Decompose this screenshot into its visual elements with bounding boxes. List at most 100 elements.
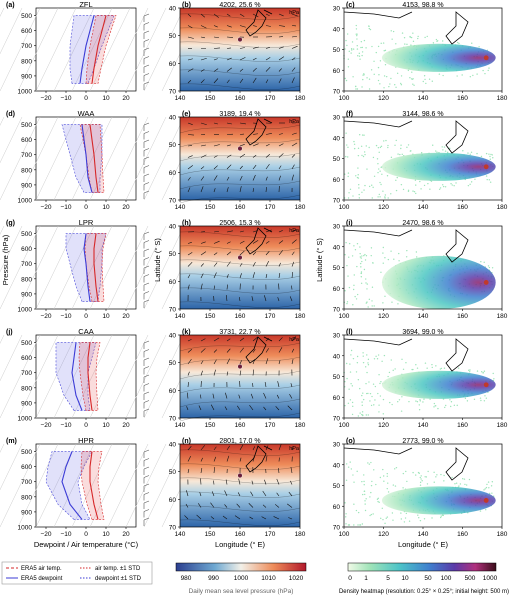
trajectory-point (363, 254, 365, 257)
wind-arrow (226, 67, 232, 72)
trajectory-point (492, 157, 494, 159)
coastline (343, 338, 413, 346)
trajectory-point (350, 52, 352, 54)
trajectory-point (409, 150, 412, 152)
trajectory-point (435, 38, 438, 41)
wind-arrow (226, 25, 232, 28)
coastline (263, 336, 273, 342)
y-tick-label: 30 (333, 442, 341, 449)
wind-arrow (265, 133, 272, 135)
trajectory-point (347, 175, 349, 178)
wind-arrow (186, 490, 189, 497)
trajectory-point (394, 84, 396, 86)
trajectory-point (356, 176, 359, 179)
x-tick-label: 120 (378, 422, 389, 429)
trajectory-point (362, 78, 364, 81)
wind-arrow (276, 394, 280, 399)
trajectory-point (394, 468, 396, 470)
trajectory-point (491, 481, 494, 483)
wind-arrow (277, 297, 280, 302)
trajectory-point (350, 354, 352, 356)
trajectory-point (356, 293, 359, 296)
wind-barb (143, 122, 150, 126)
trajectory-point (371, 197, 373, 199)
trajectory-point (424, 78, 426, 81)
panel-letter: (k) (182, 329, 191, 336)
panel-title: 4202, 25.6 % (219, 2, 260, 9)
wind-arrow (252, 25, 257, 27)
trajectory-point (357, 524, 359, 526)
isobar (179, 477, 301, 484)
wind-arrow (291, 154, 296, 158)
x-tick-label: 10 (102, 204, 110, 211)
wind-barb (143, 509, 150, 512)
trajectory-point (373, 469, 375, 471)
wind-arrow (210, 516, 215, 520)
trajectory-point (416, 367, 419, 369)
trajectory-point (358, 133, 361, 136)
trajectory-point (394, 144, 396, 146)
x-tick-label: 10 (102, 422, 110, 429)
wind-arrow (275, 406, 280, 411)
wind-arrow (252, 164, 257, 170)
wind-arrow (213, 230, 219, 233)
trajectory-point (359, 58, 361, 60)
wind-arrow (265, 57, 271, 61)
trajectory-point (455, 482, 458, 484)
trajectory-point (384, 194, 387, 196)
wind-arrow (291, 239, 297, 244)
wind-arrow (263, 406, 267, 411)
y-tick-label: 1000 (18, 307, 33, 314)
trajectory-point (488, 153, 490, 155)
trajectory-point (377, 79, 380, 82)
trajectory-point (373, 358, 376, 360)
trajectory-point (346, 44, 348, 47)
trajectory-point (363, 73, 365, 75)
wind-arrow (239, 457, 242, 462)
trajectory-point (487, 265, 490, 267)
trajectory-point (391, 38, 393, 40)
trajectory-point (358, 52, 361, 55)
wind-barb (143, 190, 150, 194)
wind-arrow (226, 338, 231, 342)
trajectory-point (363, 189, 365, 191)
wind-barb (143, 248, 150, 252)
trajectory-point (488, 266, 491, 269)
x-tick-label: 100 (339, 95, 350, 102)
wind-arrow (187, 252, 193, 256)
trajectory-point (449, 147, 451, 150)
panel-letter: (c) (346, 2, 355, 9)
y-tick-label: 1000 (18, 416, 33, 423)
wind-arrow (251, 480, 254, 485)
trajectory-point (386, 516, 389, 518)
trajectory-point (357, 379, 360, 381)
wind-arrow (264, 382, 267, 388)
x-tick-label: 0 (84, 422, 88, 429)
trajectory-point (360, 272, 363, 275)
density-plume (381, 486, 496, 515)
y-tick-label: 800 (21, 276, 32, 283)
wind-arrow (252, 349, 256, 353)
std-band (85, 15, 117, 84)
wind-barb (143, 408, 150, 412)
x-tick-label: 20 (122, 422, 130, 429)
y-tick-label: 50 (169, 360, 177, 367)
trajectory-point (412, 190, 414, 192)
regime-title: WAA (78, 109, 95, 118)
trajectory-point (469, 183, 471, 186)
y-tick-label: 70 (169, 307, 177, 314)
regime-title: ZFL (79, 0, 92, 9)
trajectory-point (438, 188, 441, 190)
trajectory-point (353, 284, 355, 287)
trajectory-point (392, 484, 395, 486)
wind-arrow (265, 338, 270, 342)
sounding-panel: 500 600 700 800 900 1000 −20 −10 0 10 20 (m) HPR (0, 436, 203, 538)
trajectory-point (383, 480, 385, 482)
panel-title: 2801, 17.0 % (219, 438, 260, 445)
wind-arrow (213, 188, 216, 193)
trajectory-point (419, 484, 422, 486)
x-tick-label: −10 (60, 531, 71, 538)
trajectory-point (385, 517, 387, 519)
x-tick-label: 140 (175, 531, 186, 538)
